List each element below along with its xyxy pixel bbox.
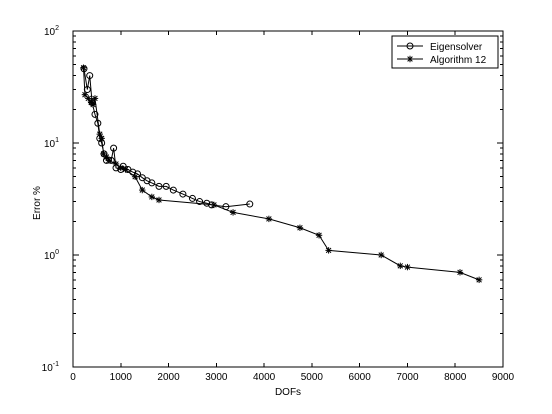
asterisk-marker [89, 101, 97, 108]
asterisk-d2 [404, 264, 411, 270]
asterisk-d2 [266, 216, 272, 222]
x-tick-label: 4000 [253, 372, 276, 383]
asterisk-marker [315, 232, 323, 239]
asterisk-marker [475, 276, 483, 284]
asterisk-d2 [476, 277, 482, 283]
asterisk-d2 [122, 166, 129, 173]
asterisk-marker [122, 166, 129, 173]
circle-marker [148, 179, 156, 187]
legend-item: Eigensolver [397, 42, 483, 53]
asterisk-d2 [139, 187, 146, 193]
asterisk-d2 [316, 232, 322, 239]
x-tick-label: 5000 [301, 372, 324, 383]
circle-marker [196, 198, 204, 206]
ticks-layer: 0 1000 2000 3000 4000 5000 6000 7000 8000 9000 10-… [42, 25, 515, 383]
asterisk-marker [139, 186, 146, 194]
circle-marker [86, 72, 94, 80]
x-tick-label: 9000 [492, 372, 515, 383]
asterisk-marker [296, 224, 304, 231]
asterisk-marker [117, 164, 124, 172]
asterisk-d2 [457, 269, 463, 276]
asterisk-d2 [211, 202, 217, 208]
asterisk-marker [131, 173, 139, 180]
asterisk-marker [325, 247, 332, 254]
asterisk-d2 [397, 263, 404, 269]
y-tick-label: 100 [44, 249, 59, 262]
axis-labels-layer: DOFs Error % [32, 186, 301, 398]
y-tick-label: 10-1 [42, 361, 59, 374]
circle-marker [91, 110, 99, 118]
asterisk-d2 [113, 161, 119, 167]
series-layer [80, 64, 483, 284]
asterisk-d2 [156, 197, 162, 203]
asterisk-d2 [106, 157, 112, 164]
asterisk-d2 [378, 252, 384, 258]
asterisk-marker [397, 262, 404, 270]
asterisk-d2 [230, 209, 236, 216]
x-tick-label: 7000 [396, 372, 419, 383]
legend-label: Algorithm 12 [430, 55, 487, 66]
asterisk-d2 [90, 101, 96, 108]
x-tick-label: 8000 [444, 372, 467, 383]
asterisk-marker [377, 251, 385, 259]
asterisk-d2 [132, 173, 138, 180]
asterisk-marker [456, 269, 464, 276]
circle-marker [155, 182, 163, 190]
legend-box [391, 35, 499, 69]
y-tick-label: 101 [44, 137, 59, 150]
asterisk-d2 [92, 95, 98, 102]
asterisk-marker [265, 215, 273, 223]
circle-marker [188, 194, 196, 202]
x-tick-label: 3000 [205, 372, 228, 383]
plot-area [72, 30, 504, 368]
legend: Eigensolver Algorithm 12 [391, 35, 499, 69]
asterisk-marker [98, 135, 105, 142]
asterisk-d2 [97, 131, 103, 137]
asterisk-marker [229, 209, 237, 216]
x-tick-label: 6000 [349, 372, 372, 383]
asterisk-d2 [325, 247, 332, 254]
legend-circle-marker [406, 42, 414, 50]
legend-label: Eigensolver [430, 42, 483, 53]
asterisk-d2 [85, 95, 92, 102]
asterisk-marker [155, 196, 163, 204]
plot-frame [72, 30, 504, 368]
asterisk-marker [210, 201, 218, 209]
asterisk-d2 [297, 225, 303, 231]
circle-marker [138, 174, 146, 182]
asterisk-d2 [118, 165, 124, 171]
asterisk-marker [80, 64, 87, 71]
asterisk-marker [112, 160, 120, 168]
asterisk-marker [105, 157, 113, 164]
x-tick-label: 2000 [157, 372, 180, 383]
asterisk-d2 [82, 91, 88, 98]
asterisk-marker [103, 153, 110, 161]
asterisk-d2 [103, 154, 110, 160]
x-axis-label: DOFs [275, 387, 301, 398]
circle-marker [162, 182, 170, 190]
asterisk-d2 [100, 151, 107, 157]
asterisk-d2 [98, 135, 105, 142]
asterisk-marker [85, 95, 92, 102]
circle-marker [203, 199, 211, 207]
circle-marker [179, 190, 187, 198]
y-axis-label: Error % [32, 186, 43, 220]
circle-marker [110, 144, 118, 152]
legend-item: Algorithm 12 [397, 55, 487, 66]
asterisk-marker [404, 263, 411, 271]
y-tick-label: 102 [44, 25, 59, 38]
asterisk-d2 [80, 64, 87, 71]
asterisk-d2 [149, 194, 155, 200]
x-tick-label: 0 [70, 372, 76, 383]
x-tick-label: 1000 [110, 372, 133, 383]
asterisk-d2 [407, 56, 413, 62]
asterisk-marker [148, 193, 156, 201]
asterisk-marker [91, 95, 99, 102]
circle-marker [246, 200, 254, 208]
legend-asterisk-marker [406, 55, 414, 63]
circle-marker [169, 186, 177, 194]
series-algorithm-12 [80, 64, 483, 284]
